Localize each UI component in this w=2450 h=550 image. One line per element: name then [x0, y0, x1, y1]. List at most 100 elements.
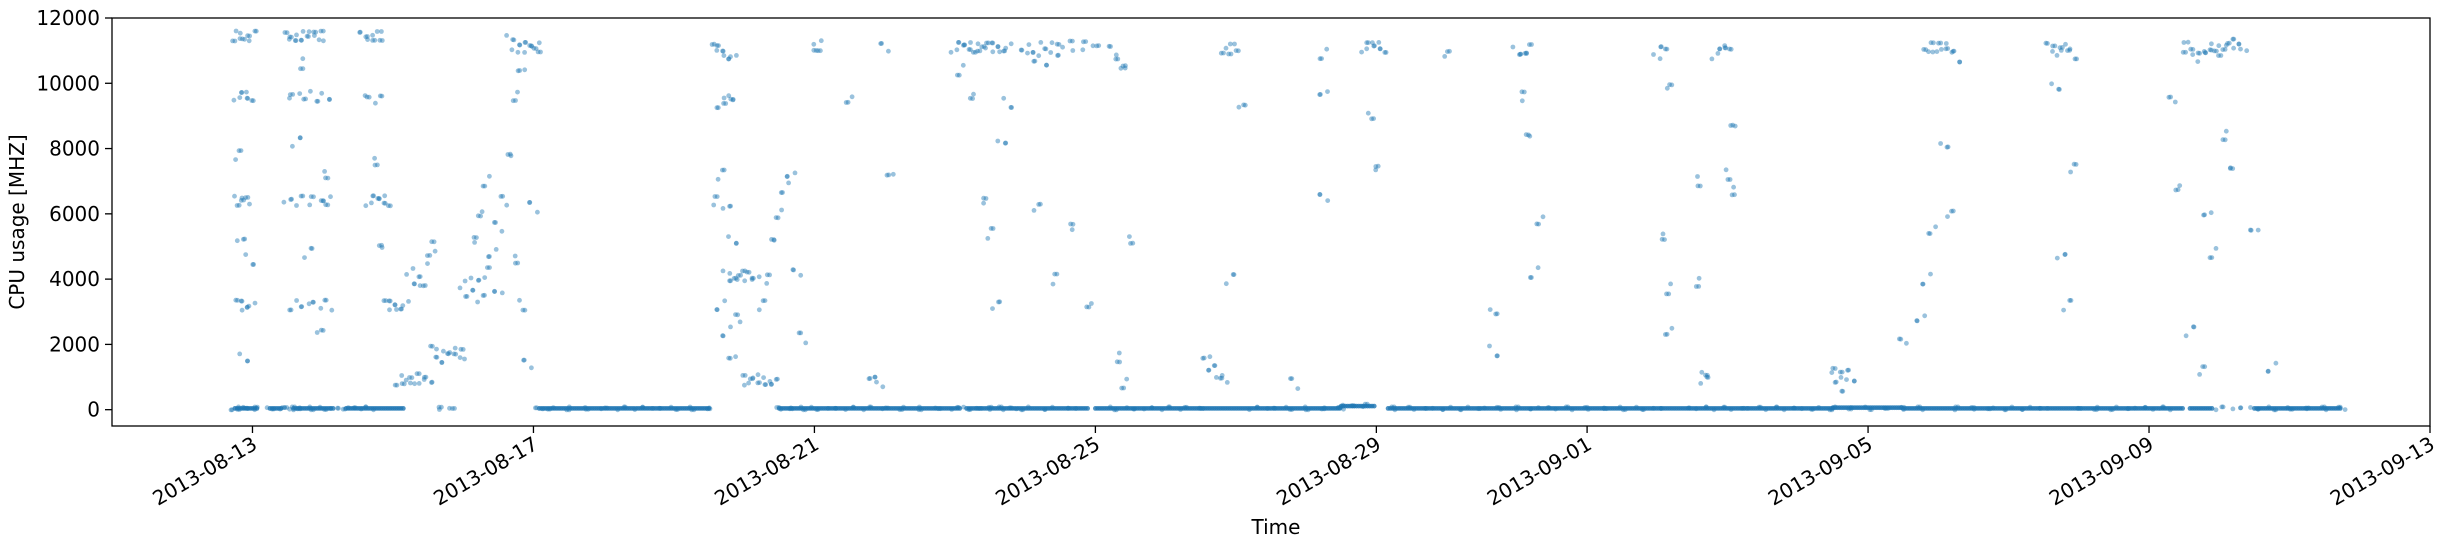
data-point [1990, 405, 1996, 411]
data-point [1325, 198, 1331, 204]
data-point [304, 33, 310, 39]
data-point [1115, 56, 1121, 62]
data-point [767, 379, 773, 384]
data-point [342, 406, 348, 412]
baseline-point [1085, 406, 1090, 411]
data-point [843, 407, 848, 412]
data-point [470, 287, 475, 293]
data-point [1141, 406, 1147, 412]
data-point [2203, 50, 2209, 56]
data-point [399, 381, 405, 386]
data-point [714, 48, 720, 53]
data-point [771, 237, 777, 243]
data-point [1524, 51, 1529, 56]
data-point [345, 405, 351, 410]
data-point [2202, 212, 2208, 218]
data-point [1447, 48, 1452, 54]
data-point [975, 48, 980, 54]
data-point [447, 350, 453, 355]
data-point [767, 272, 772, 278]
data-point [714, 105, 720, 111]
data-point [1781, 407, 1787, 413]
data-point [2197, 50, 2203, 56]
data-point [734, 277, 740, 282]
data-point [675, 407, 680, 412]
data-point [399, 373, 405, 378]
data-point [1693, 406, 1699, 412]
data-point [316, 37, 322, 43]
data-point [439, 360, 445, 365]
data-point [2214, 48, 2219, 54]
data-point [492, 220, 497, 225]
data-point [981, 44, 987, 49]
data-point [1763, 407, 1769, 413]
data-point [1122, 65, 1128, 71]
data-point [1620, 407, 1626, 413]
data-point [244, 89, 249, 95]
data-point [733, 354, 738, 360]
data-point [2068, 298, 2074, 303]
data-point [2222, 137, 2228, 143]
data-point [2071, 161, 2077, 167]
data-point [2114, 404, 2119, 410]
data-point [2142, 404, 2148, 410]
data-point [1703, 404, 1709, 410]
data-point [1709, 56, 1715, 62]
data-point [318, 198, 324, 204]
data-point [1535, 265, 1541, 271]
data-point [2220, 137, 2226, 143]
data-point [300, 29, 306, 34]
data-point [303, 96, 308, 102]
data-point [540, 406, 546, 412]
data-point [2009, 404, 2015, 410]
data-point [760, 298, 766, 304]
data-point [773, 215, 779, 221]
data-point [2049, 81, 2055, 87]
data-point [1664, 291, 1669, 297]
data-point [734, 53, 739, 58]
data-point [297, 135, 303, 141]
data-point [230, 38, 236, 44]
data-point [242, 405, 248, 411]
data-point [818, 48, 823, 54]
data-point [1359, 49, 1364, 55]
data-point [376, 243, 382, 249]
data-point [1014, 406, 1019, 412]
data-point [295, 406, 301, 412]
data-point [2207, 255, 2213, 261]
data-point [1321, 406, 1327, 412]
data-point [318, 327, 324, 333]
data-point [1317, 56, 1323, 62]
data-point [687, 404, 693, 410]
data-point [714, 194, 720, 200]
data-point [236, 404, 241, 410]
data-point [1128, 241, 1133, 246]
data-point [966, 47, 972, 52]
data-point [1664, 85, 1670, 91]
data-point [883, 405, 889, 411]
data-point [433, 354, 439, 360]
data-point [949, 407, 955, 412]
data-point [1044, 62, 1049, 68]
data-point [1522, 50, 1528, 56]
data-point [241, 236, 246, 242]
data-point [323, 297, 329, 303]
data-point [1791, 405, 1797, 411]
data-point [721, 53, 727, 58]
data-point [956, 40, 962, 45]
data-point [742, 373, 748, 378]
data-point [1317, 192, 1323, 198]
data-point [1121, 385, 1127, 391]
data-point [2226, 40, 2232, 46]
data-point [1000, 407, 1006, 413]
data-point [1178, 407, 1183, 412]
data-point [2244, 48, 2250, 54]
data-point [2230, 36, 2236, 42]
data-point [814, 407, 819, 412]
data-point [1167, 404, 1172, 410]
data-point [1951, 48, 1957, 54]
data-point [468, 275, 474, 281]
data-point [1914, 318, 1920, 323]
